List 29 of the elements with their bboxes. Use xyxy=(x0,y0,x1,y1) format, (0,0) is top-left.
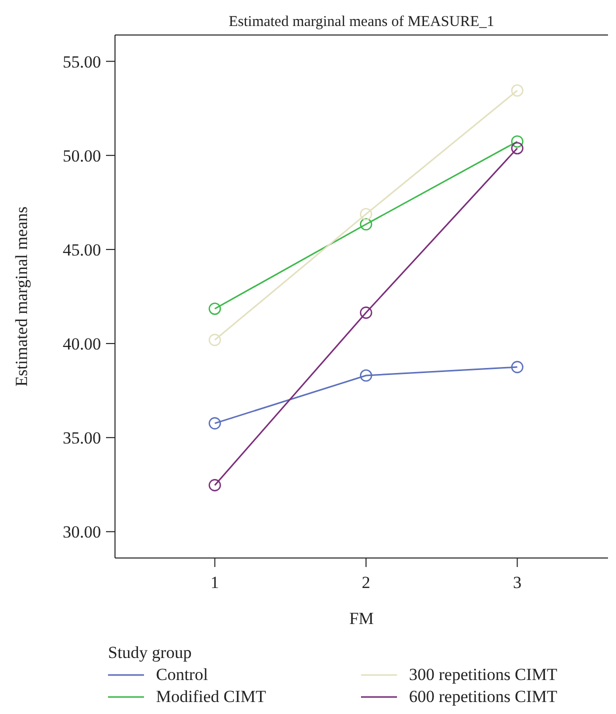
legend-label: Control xyxy=(156,665,208,684)
y-tick-label: 55.00 xyxy=(62,52,101,72)
y-tick-label: 30.00 xyxy=(62,522,101,542)
x-tick-label: 2 xyxy=(362,573,370,592)
legend-label: 300 repetitions CIMT xyxy=(409,665,558,684)
point xyxy=(511,360,524,374)
y-tick-label: 50.00 xyxy=(62,146,101,166)
chart-title: Estimated marginal means of MEASURE_1 xyxy=(228,14,494,30)
legend-label: Modified CIMT xyxy=(156,687,267,706)
point xyxy=(360,208,372,220)
point xyxy=(208,334,221,346)
legend-title: Study group xyxy=(108,643,192,662)
x-tick-label: 1 xyxy=(210,573,220,592)
legend-label: 600 repetitions CIMT xyxy=(409,687,558,706)
point xyxy=(360,369,372,382)
y-tick-label: 40.00 xyxy=(62,334,101,354)
point xyxy=(360,306,372,319)
y-tick-label: 35.00 xyxy=(62,428,101,448)
point xyxy=(511,84,524,97)
point xyxy=(208,302,221,315)
point xyxy=(208,479,221,492)
y-tick-label: 45.00 xyxy=(62,240,101,260)
x-tick-label: 3 xyxy=(513,573,522,592)
y-axis-title: Estimated marginal means xyxy=(12,206,31,387)
point xyxy=(208,417,221,430)
point xyxy=(511,135,524,148)
point xyxy=(360,218,372,230)
x-axis-title: FM xyxy=(349,609,374,628)
point xyxy=(511,142,524,154)
